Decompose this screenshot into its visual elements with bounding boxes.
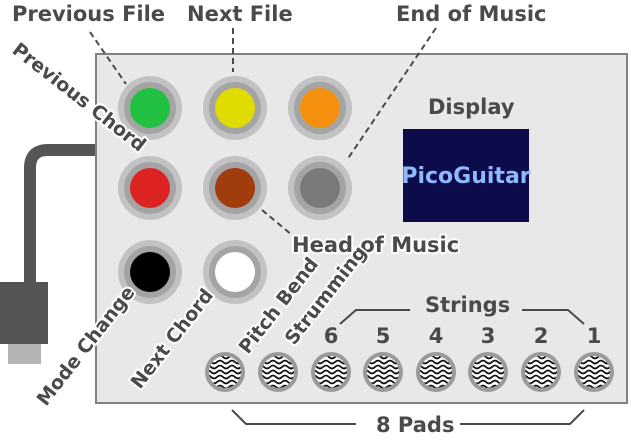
- label-previous-file: Previous File: [12, 2, 165, 26]
- pad-4[interactable]: [363, 352, 405, 392]
- string-number-1: 1: [587, 324, 602, 348]
- usb-cable: [24, 144, 96, 282]
- next-chord-button-cap: [215, 252, 255, 292]
- label-display: Display: [428, 95, 515, 119]
- leader-end-of-music: [346, 27, 437, 161]
- label-end-of-music: End of Music: [396, 2, 547, 26]
- usb-plug-tip: [8, 344, 41, 364]
- display-text: PicoGuitar: [401, 164, 530, 189]
- button-grid: [118, 76, 352, 304]
- next-chord-display-button[interactable]: [288, 156, 352, 220]
- mode-change-button[interactable]: [118, 240, 182, 304]
- strings-bracket: [339, 309, 585, 325]
- previous-file-button[interactable]: [118, 76, 182, 140]
- head-of-music-button[interactable]: [203, 156, 267, 220]
- leader-lines: [89, 27, 437, 236]
- end-of-music-button-cap: [300, 88, 340, 128]
- label-strings: Strings: [425, 293, 510, 317]
- string-numbers: 6 5 4 3 2 1: [324, 324, 602, 348]
- pad-2[interactable]: [258, 352, 300, 392]
- previous-file-button-cap: [130, 88, 170, 128]
- device-board: [95, 53, 628, 404]
- next-file-button[interactable]: [203, 76, 267, 140]
- leader-previous-file: [89, 31, 127, 85]
- pad-5[interactable]: [416, 352, 458, 392]
- pad-8[interactable]: [574, 352, 616, 392]
- string-number-2: 2: [534, 324, 549, 348]
- pad-6[interactable]: [468, 352, 510, 392]
- previous-chord-button[interactable]: [118, 156, 182, 220]
- next-chord-button[interactable]: [203, 240, 267, 304]
- string-number-5: 5: [376, 324, 391, 348]
- pads-bracket: [231, 409, 585, 425]
- pad-7[interactable]: [521, 352, 563, 392]
- leader-head-of-music: [261, 209, 293, 236]
- mode-change-button-cap: [130, 252, 170, 292]
- label-next-file: Next File: [187, 2, 293, 26]
- usb-connector: [0, 282, 48, 344]
- next-file-button-cap: [215, 88, 255, 128]
- string-number-3: 3: [481, 324, 496, 348]
- display-screen: [403, 129, 529, 222]
- next-chord-display-button-cap: [300, 168, 340, 208]
- string-number-4: 4: [429, 324, 444, 348]
- label-8-pads: 8 Pads: [376, 413, 454, 437]
- previous-chord-button-cap: [130, 168, 170, 208]
- pad-row: [205, 352, 616, 392]
- end-of-music-button[interactable]: [288, 76, 352, 140]
- head-of-music-button-cap: [215, 168, 255, 208]
- pad-1[interactable]: [205, 352, 247, 392]
- label-head-of-music: Head of Music: [292, 233, 459, 257]
- string-number-6: 6: [324, 324, 339, 348]
